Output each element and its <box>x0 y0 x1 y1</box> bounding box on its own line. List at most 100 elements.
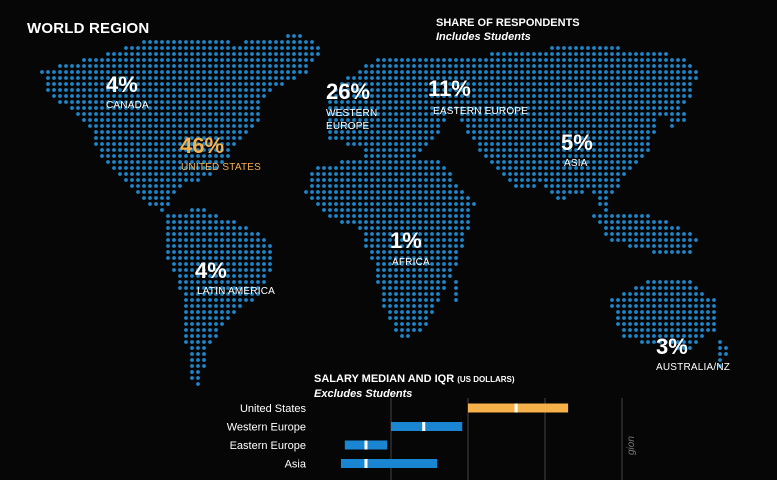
map-dot <box>262 94 266 98</box>
map-dot <box>388 274 392 278</box>
map-dot <box>616 316 620 320</box>
map-dot <box>364 118 368 122</box>
map-dot <box>556 82 560 86</box>
map-dot <box>400 196 404 200</box>
map-dot <box>160 64 164 68</box>
map-dot <box>580 166 584 170</box>
map-dot <box>190 106 194 110</box>
map-dot <box>532 94 536 98</box>
map-dot <box>388 118 392 122</box>
map-dot <box>166 226 170 230</box>
map-dot <box>694 328 698 332</box>
map-dot <box>166 166 170 170</box>
map-dot <box>628 316 632 320</box>
map-dot <box>208 94 212 98</box>
map-dot <box>376 232 380 236</box>
map-dot <box>172 58 176 62</box>
map-dot <box>712 316 716 320</box>
map-dot <box>472 88 476 92</box>
map-dot <box>238 130 242 134</box>
map-dot <box>448 250 452 254</box>
map-dot <box>514 136 518 140</box>
map-dot <box>652 250 656 254</box>
map-dot <box>466 202 470 206</box>
map-dot <box>532 76 536 80</box>
map-dot <box>136 64 140 68</box>
map-dot <box>514 124 518 128</box>
map-dot <box>520 76 524 80</box>
map-dot <box>382 298 386 302</box>
map-dot <box>82 76 86 80</box>
map-dot <box>178 88 182 92</box>
map-dot <box>148 202 152 206</box>
map-dot <box>658 64 662 68</box>
map-dot <box>556 130 560 134</box>
map-dot <box>148 124 152 128</box>
map-dot <box>256 244 260 248</box>
map-dot <box>460 88 464 92</box>
map-dot <box>604 202 608 206</box>
map-dot <box>244 70 248 74</box>
map-dot <box>202 352 206 356</box>
map-dot <box>640 148 644 152</box>
map-dot <box>388 178 392 182</box>
map-dot <box>340 82 344 86</box>
map-dot <box>94 76 98 80</box>
map-dot <box>82 64 86 68</box>
map-dot <box>592 130 596 134</box>
map-dot <box>544 184 548 188</box>
map-dot <box>694 238 698 242</box>
map-dot <box>580 64 584 68</box>
map-dot <box>100 154 104 158</box>
map-dot <box>604 208 608 212</box>
map-dot <box>220 250 224 254</box>
map-dot <box>106 118 110 122</box>
map-dot <box>712 298 716 302</box>
map-dot <box>190 136 194 140</box>
map-dot <box>400 94 404 98</box>
map-dot <box>136 94 140 98</box>
map-dot <box>394 208 398 212</box>
map-dot <box>352 184 356 188</box>
map-dot <box>322 172 326 176</box>
map-dot <box>406 58 410 62</box>
map-dot <box>520 136 524 140</box>
map-dot <box>574 76 578 80</box>
map-dot <box>232 118 236 122</box>
map-dot <box>388 226 392 230</box>
map-dot <box>490 136 494 140</box>
map-dot <box>418 256 422 260</box>
map-dot <box>178 274 182 278</box>
map-dot <box>622 64 626 68</box>
map-dot <box>550 136 554 140</box>
map-dot <box>694 334 698 338</box>
map-dot <box>364 196 368 200</box>
map-dot <box>244 52 248 56</box>
map-dot <box>568 148 572 152</box>
map-dot <box>388 82 392 86</box>
map-dot <box>280 82 284 86</box>
map-dot <box>610 82 614 86</box>
map-dot <box>412 310 416 314</box>
map-dot <box>616 94 620 98</box>
map-dot <box>622 130 626 134</box>
map-dot <box>352 172 356 176</box>
map-dot <box>70 88 74 92</box>
map-dot <box>484 154 488 158</box>
map-dot <box>466 100 470 104</box>
map-dot <box>478 130 482 134</box>
map-dot <box>652 292 656 296</box>
map-dot <box>52 82 56 86</box>
map-dot <box>178 256 182 260</box>
map-dot <box>448 196 452 200</box>
map-dot <box>508 172 512 176</box>
map-dot <box>562 118 566 122</box>
map-dot <box>370 178 374 182</box>
map-dot <box>208 280 212 284</box>
map-dot <box>358 166 362 170</box>
map-dot <box>376 76 380 80</box>
map-dot <box>316 52 320 56</box>
map-dot <box>226 220 230 224</box>
map-dot <box>556 166 560 170</box>
map-dot <box>346 76 350 80</box>
